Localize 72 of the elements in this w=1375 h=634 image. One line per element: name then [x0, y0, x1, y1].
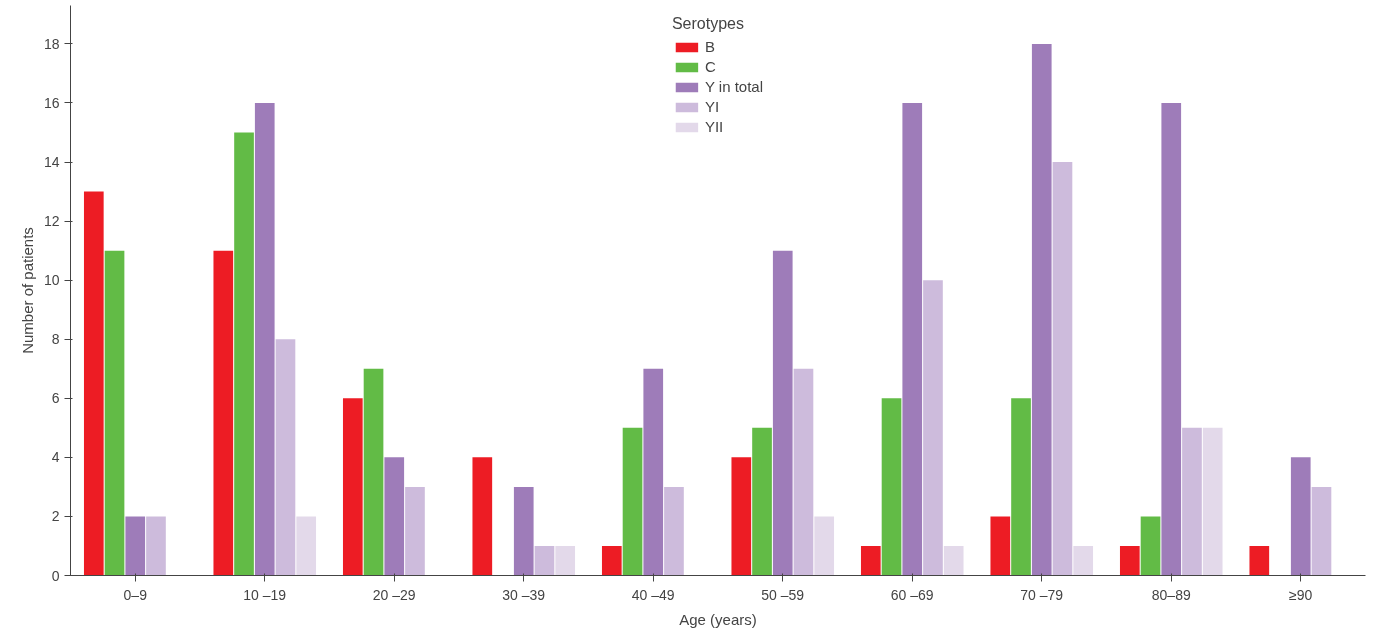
- bar: [1311, 486, 1332, 576]
- bar: [234, 132, 254, 576]
- y-tick-label: 4: [51, 449, 60, 466]
- bar: [1182, 427, 1202, 576]
- y-tick-label: 10: [43, 272, 60, 289]
- bar: [752, 427, 772, 576]
- bar: [1202, 427, 1223, 576]
- bar: [296, 516, 317, 576]
- bar: [943, 545, 964, 576]
- bar: [555, 545, 576, 576]
- bar: [104, 250, 125, 576]
- bar: [405, 486, 425, 576]
- legend-label: B: [704, 38, 716, 55]
- bar: [643, 368, 664, 576]
- y-axis-title: Number of patients: [18, 227, 36, 354]
- x-tick-label: 10 –19: [243, 586, 287, 603]
- y-tick-label: 14: [43, 154, 60, 171]
- legend-title: Serotypes: [671, 15, 745, 33]
- x-tick-label: ≥90: [1289, 586, 1313, 603]
- y-tick-label: 6: [51, 390, 60, 407]
- x-tick-label: 80–89: [1151, 586, 1191, 603]
- legend-label: YII: [704, 118, 725, 135]
- bar: [83, 191, 104, 576]
- y-tick-label: 0: [51, 567, 60, 584]
- bar: [1052, 162, 1073, 576]
- bar: [472, 457, 493, 576]
- legend-label: YI: [704, 98, 721, 115]
- bar: [923, 280, 943, 576]
- bar: [213, 250, 234, 576]
- x-axis-title: Age (years): [679, 610, 757, 628]
- bar: [342, 398, 363, 576]
- legend-label: Y in total: [704, 78, 764, 95]
- bar: [1031, 43, 1052, 576]
- bar: [1073, 545, 1094, 576]
- bar: [731, 457, 752, 576]
- x-tick-label: 20 –29: [372, 586, 416, 603]
- bar: [664, 486, 684, 576]
- bar: [990, 516, 1011, 576]
- y-tick-label: 18: [43, 35, 60, 52]
- x-tick-label: 60 –69: [890, 586, 934, 603]
- x-tick-label: 50 –59: [761, 586, 805, 603]
- bar: [793, 368, 814, 576]
- x-tick-label: 30 –39: [502, 586, 546, 603]
- bar: [254, 102, 275, 576]
- bar: [513, 486, 534, 576]
- bar: [146, 516, 166, 576]
- x-tick-label: 70 –79: [1020, 586, 1064, 603]
- bar: [125, 516, 146, 576]
- bar: [1249, 545, 1270, 576]
- bar: [622, 427, 643, 576]
- y-tick-label: 8: [51, 331, 60, 348]
- bar: [881, 398, 902, 576]
- bar: [814, 516, 835, 576]
- x-tick-label: 0–9: [123, 586, 148, 603]
- bar: [1119, 545, 1140, 576]
- bar: [384, 457, 405, 576]
- bar: [902, 102, 923, 576]
- bar: [363, 368, 384, 576]
- bar: [534, 545, 555, 576]
- bar: [860, 545, 881, 576]
- bar: [772, 250, 793, 576]
- bar: [1140, 516, 1161, 576]
- y-tick-label: 16: [43, 94, 60, 111]
- y-tick-label: 2: [51, 508, 60, 525]
- bar: [601, 545, 622, 576]
- bar: [1161, 102, 1182, 576]
- x-tick-label: 40 –49: [631, 586, 675, 603]
- legend-label: C: [704, 58, 717, 75]
- bar: [1011, 398, 1031, 576]
- bar: [1290, 457, 1311, 576]
- y-tick-label: 12: [43, 213, 60, 230]
- bar: [275, 339, 296, 576]
